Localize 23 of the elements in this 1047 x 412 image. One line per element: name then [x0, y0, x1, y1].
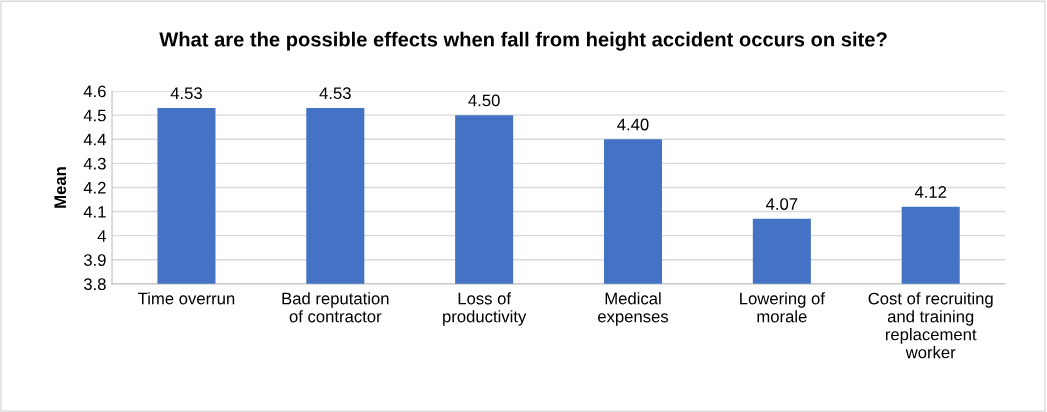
- x-tick-label: Loss of productivity: [443, 292, 527, 326]
- x-tick-label: Cost of recruiting and training replacement worker: [868, 292, 993, 359]
- y-tick-label: 4.2: [83, 181, 106, 194]
- data-label: 4.12: [914, 186, 947, 198]
- data-label: 4.53: [170, 87, 202, 100]
- data-label: 4.07: [766, 198, 798, 210]
- x-tick-label: Lowering of morale: [740, 292, 825, 323]
- x-tick-label: Medical expenses: [598, 292, 669, 326]
- x-tick-label: Time overrun: [138, 292, 235, 305]
- chart-title: What are the possible effects when fall from height accident occurs on site?: [159, 31, 887, 51]
- y-tick-label: 4.1: [83, 206, 106, 218]
- y-tick-label: 3.8: [83, 278, 106, 291]
- y-axis-title: Mean: [54, 167, 67, 208]
- y-tick-label: 4.4: [83, 133, 106, 146]
- data-label: 4.53: [319, 87, 351, 100]
- y-tick-label: 4.6: [83, 85, 106, 98]
- y-tick-label: 4: [97, 230, 106, 242]
- x-tick-label: Bad reputation of contractor: [282, 292, 389, 323]
- y-tick-label: 4.5: [83, 109, 106, 122]
- data-label: 4.40: [617, 118, 649, 131]
- y-tick-label: 4.3: [83, 157, 106, 170]
- data-label: 4.50: [468, 94, 500, 107]
- y-tick-label: 3.9: [83, 254, 106, 266]
